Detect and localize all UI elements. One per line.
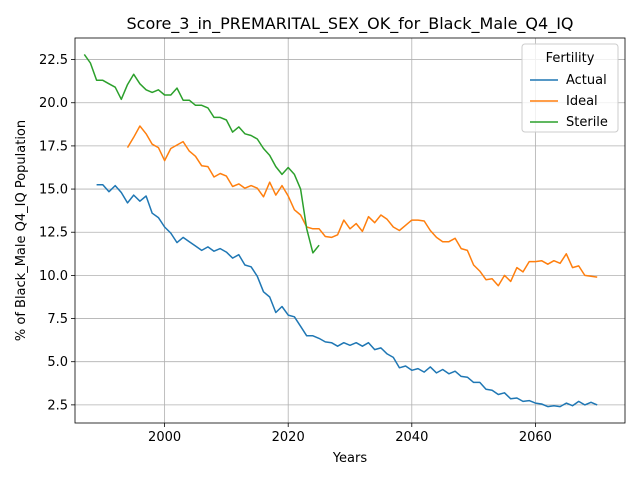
y-tick-label: 2.5 <box>47 398 68 413</box>
y-tick-label: 12.5 <box>39 226 68 241</box>
x-tick-label: 2060 <box>519 430 552 445</box>
grid <box>75 38 625 423</box>
y-tick-label: 22.5 <box>39 53 68 68</box>
chart-title: Score_3_in_PREMARITAL_SEX_OK_for_Black_M… <box>126 14 573 34</box>
y-tick-label: 20.0 <box>39 96 68 111</box>
x-tick-label: 2040 <box>395 430 428 445</box>
y-tick-label: 7.5 <box>47 312 68 327</box>
series-layer <box>83 53 598 408</box>
x-axis: 2000 2020 2040 2060 <box>148 423 552 445</box>
legend: Fertility Actual Ideal Sterile <box>521 43 619 133</box>
legend-title: Fertility <box>546 51 595 66</box>
series-line-sterile <box>83 53 320 254</box>
x-tick-label: 2020 <box>272 430 305 445</box>
x-axis-label: Years <box>332 451 368 466</box>
y-tick-label: 10.0 <box>39 269 68 284</box>
legend-label-ideal: Ideal <box>566 94 598 109</box>
plot-frame <box>74 37 626 424</box>
y-tick-label: 5.0 <box>47 355 68 370</box>
y-axis: 2.5 5.0 7.5 10.0 12.5 15.0 17.5 20.0 22.5 <box>39 53 75 413</box>
legend-box <box>521 43 619 133</box>
legend-label-sterile: Sterile <box>566 115 608 130</box>
y-axis-label: % of Black_Male Q4_IQ Population <box>14 120 29 341</box>
y-tick-label: 17.5 <box>39 139 68 154</box>
y-tick-label: 15.0 <box>39 183 68 198</box>
x-tick-label: 2000 <box>148 430 181 445</box>
legend-label-actual: Actual <box>566 73 607 88</box>
series-line-ideal <box>126 125 598 287</box>
series-line-actual <box>96 183 598 408</box>
